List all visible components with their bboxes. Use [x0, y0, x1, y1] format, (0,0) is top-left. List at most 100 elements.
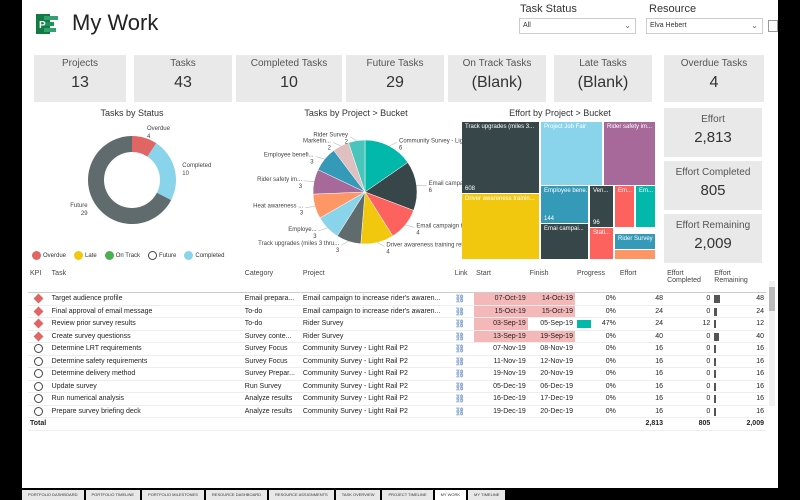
kpi-cell	[28, 405, 50, 418]
pie-slice-email-campaign-t[interactable]	[364, 162, 418, 211]
link-icon[interactable]: ⛓	[454, 331, 465, 341]
col-header-project[interactable]: Project	[300, 270, 453, 293]
effort-remaining-cell: 16	[712, 405, 766, 418]
treemap-cell-employee-bene[interactable]: Employee bene... 144	[541, 186, 588, 223]
donut-slice-overdue[interactable]	[132, 136, 157, 157]
tab-resource-assignments[interactable]: Resource Assignments	[269, 490, 334, 500]
total-effort: 2,813	[617, 417, 666, 431]
tab-resource-dashboard[interactable]: Resource Dashboard	[205, 490, 268, 500]
link-icon[interactable]: ⛓	[454, 306, 465, 316]
table-row[interactable]: Prepare survey briefing deck Analyze resu…	[28, 405, 766, 418]
link-icon[interactable]: ⛓	[454, 381, 465, 391]
table-row[interactable]: Determine delivery method Survey Prepar..…	[28, 367, 766, 381]
treemap-cell-em[interactable]: Em...	[615, 186, 634, 227]
tab-my-work[interactable]: My Work	[434, 490, 467, 500]
effort-cell: 40	[617, 330, 666, 343]
treemap-cell-project-job-fair[interactable]: Project Job Fair	[541, 122, 602, 185]
tab-portfolio-milestones[interactable]: Portfolio Milestones	[142, 490, 204, 500]
table-row[interactable]: Determine LRT requirements Survey Focus Co…	[28, 342, 766, 356]
pie-label-track-upgrades-miles-3-thru: Track upgrades (miles 3 thru...	[258, 241, 339, 247]
col-header-start[interactable]: Start	[474, 270, 528, 293]
donut-slice-completed[interactable]	[147, 143, 176, 201]
treemap-cell-track-upgrades-miles-3[interactable]: Track upgrades (miles 3... 608	[462, 122, 539, 193]
col-header-category[interactable]: Category	[242, 270, 301, 293]
category-cell: Analyze results	[242, 392, 301, 406]
donut-label-completed: Completed 10	[182, 163, 211, 177]
overdue-indicator-icon	[33, 331, 44, 342]
col-header-effort[interactable]: Effort	[617, 270, 666, 293]
table-scrollbar[interactable]	[769, 281, 775, 406]
card-overdue-tasks: Overdue Tasks 4	[664, 55, 764, 102]
donut-slice-future[interactable]	[88, 136, 172, 224]
treemap-cell-stati[interactable]: Stati...	[590, 228, 613, 259]
link-icon[interactable]: ⛓	[454, 344, 465, 354]
progress-value: 0%	[605, 345, 616, 353]
table-row[interactable]: Run numerical analysis Analyze results Com…	[28, 392, 766, 406]
link-cell: ⛓	[452, 305, 475, 318]
start-cell: 05-Dec-19	[474, 380, 528, 393]
col-header-effort-completed[interactable]: Effort Completed	[665, 270, 713, 293]
tab-my-timeline[interactable]: My Timeline	[468, 490, 506, 500]
pie-slice-community-survey-light-rail-p2[interactable]	[364, 139, 409, 193]
col-header-progress[interactable]: Progress	[574, 270, 618, 293]
link-icon[interactable]: ⛓	[454, 406, 465, 416]
effort-remaining-bar	[714, 320, 716, 328]
legend-label: Completed	[195, 252, 225, 259]
filter-pane-toggle-icon[interactable]	[768, 20, 778, 32]
treemap-cell-emai-campai[interactable]: Emai campai...	[541, 224, 588, 259]
task-status-dropdown[interactable]: All ⌄	[519, 18, 636, 34]
table-row[interactable]: Review prior survey results To-do Rider Su…	[28, 317, 766, 331]
effort-remaining-bar	[714, 407, 717, 416]
effort-card-effort-completed: Effort Completed 805	[664, 161, 762, 210]
finish-cell: 20-Dec-19	[527, 405, 575, 418]
treemap-cell-rider-survey[interactable]: Rider Survey	[615, 234, 655, 249]
treemap-cell-em[interactable]: Em...	[636, 186, 655, 227]
category-cell: Survey Focus	[242, 342, 301, 356]
tab-task-overview[interactable]: Task Overview	[335, 490, 381, 500]
legend-label: Late	[85, 252, 97, 259]
scrollbar-thumb[interactable]	[769, 287, 775, 311]
link-cell: ⛓	[452, 317, 475, 331]
col-header-task[interactable]: Task	[49, 270, 243, 293]
table-row[interactable]: Create survey questionss Survey conte... R…	[28, 330, 766, 343]
tab-portfolio-timeline[interactable]: Portfolio Timeline	[85, 490, 141, 500]
table-row[interactable]: Determine safety requirements Survey Focu…	[28, 355, 766, 368]
future-indicator-icon	[34, 369, 44, 379]
card-label: Projects	[61, 58, 99, 69]
col-header-link[interactable]: Link	[452, 270, 475, 293]
treemap-cell-rider-safety-im[interactable]: Rider safety im...	[604, 122, 655, 185]
link-icon[interactable]: ⛓	[454, 369, 465, 379]
treemap-cell-driver-awareness-trainin[interactable]: Driver awareness trainin...	[462, 194, 539, 259]
legend-item-late[interactable]: Late	[74, 251, 97, 260]
project-cell: Community Survey - Light Rail P2	[300, 342, 453, 356]
link-icon[interactable]: ⛓	[454, 294, 465, 304]
link-icon[interactable]: ⛓	[454, 356, 465, 366]
tab-portfolio-dashboard[interactable]: Portfolio Dashboard	[22, 490, 84, 500]
effort-remaining-cell: 16	[712, 342, 766, 356]
treemap-cell-label: Stati...	[593, 230, 611, 236]
table-row[interactable]: Final approval of email message To-do Emai…	[28, 305, 766, 318]
task-cell: Determine delivery method	[49, 367, 243, 381]
legend-item-on-track[interactable]: On Track	[104, 251, 140, 260]
link-icon[interactable]: ⛓	[454, 394, 465, 404]
legend-item-completed[interactable]: Completed	[184, 251, 224, 260]
start-cell: 19-Dec-19	[474, 405, 528, 418]
treemap-cell-ven[interactable]: Ven... 96	[590, 186, 613, 227]
treemap-cell[interactable]	[615, 250, 655, 259]
legend-item-overdue[interactable]: Overdue	[32, 251, 66, 260]
kpi-cell	[28, 292, 50, 306]
table-row[interactable]: Target audience profile Email prepara... E…	[28, 292, 766, 306]
resource-dropdown[interactable]: Elva Hebert ⌄	[646, 18, 763, 34]
legend-item-future[interactable]: Future	[148, 251, 176, 260]
col-header-effort-remaining[interactable]: Effort Remaining	[712, 270, 766, 293]
pie-leader-line	[341, 241, 349, 246]
col-header-kpi[interactable]: KPI	[28, 270, 50, 293]
progress-cell: 0%	[574, 342, 618, 356]
link-icon[interactable]: ⛓	[454, 319, 465, 329]
effort-remaining-bar	[714, 345, 717, 353]
tab-project-timeline[interactable]: Project Timeline	[382, 490, 433, 500]
status-legend: Overdue Late On Track Future Completed	[32, 251, 224, 260]
table-row[interactable]: Update survey Run Survey Community Survey …	[28, 380, 766, 393]
col-header-finish[interactable]: Finish	[527, 270, 575, 293]
pie-leader-line	[349, 136, 357, 141]
